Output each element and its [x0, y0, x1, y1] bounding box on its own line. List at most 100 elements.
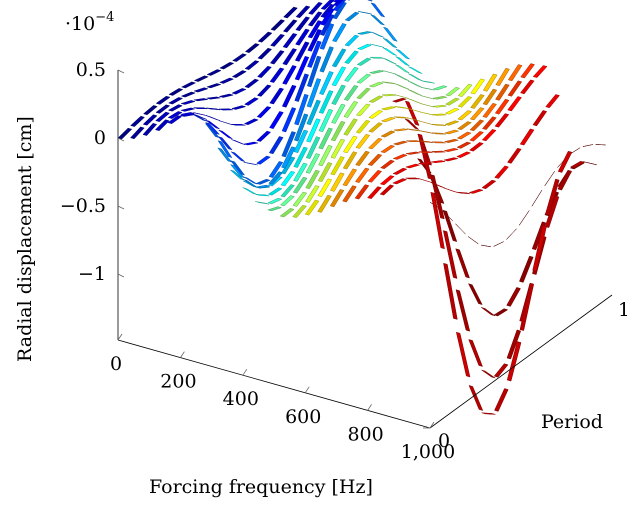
surface-patch	[271, 20, 285, 31]
surface-patch	[432, 133, 446, 134]
surface-patch	[382, 82, 396, 84]
surface-patch	[533, 110, 547, 126]
surface-patch	[281, 185, 295, 198]
surface-patch	[406, 152, 420, 155]
x-tick-label: 200	[160, 371, 196, 393]
surface-patch	[408, 74, 422, 81]
surface-patch	[182, 82, 196, 88]
surface-patch	[156, 96, 170, 104]
surface-patch	[270, 68, 284, 83]
z-tick-mark	[118, 274, 124, 277]
surface-patch	[456, 224, 466, 234]
surface-patch	[558, 151, 572, 172]
surface-patch	[596, 144, 606, 145]
surface-patch	[408, 81, 422, 87]
surface-patch	[118, 128, 132, 139]
x-tick-label: 800	[347, 423, 383, 445]
surface-patch	[458, 96, 472, 107]
surface-patch	[482, 370, 496, 378]
x-tick-mark	[180, 352, 184, 358]
surface-patch	[382, 71, 396, 75]
surface-patch	[445, 139, 459, 143]
surface-patch	[483, 103, 497, 117]
surface-patch	[383, 58, 397, 64]
surface-patch	[284, 7, 298, 18]
surface-patch	[519, 256, 533, 282]
surface-patch	[356, 120, 370, 133]
surface-patch	[343, 169, 357, 186]
surface-patch	[420, 121, 434, 125]
surface-patch	[444, 158, 458, 162]
surface-patch	[481, 245, 491, 247]
surface-patch	[495, 389, 509, 412]
surface-patch	[207, 97, 221, 99]
surface-patch	[282, 85, 296, 107]
surface-patch	[482, 129, 496, 141]
surface-patch	[244, 142, 258, 145]
surface-patch	[507, 287, 521, 306]
surface-patch	[220, 78, 234, 84]
surface-patch	[380, 185, 394, 195]
surface-patch	[258, 48, 272, 59]
surface-patch	[394, 117, 408, 118]
surface-strips	[118, 0, 606, 414]
surface-patch	[318, 195, 332, 212]
surface-patch	[421, 81, 435, 84]
surface-patch	[432, 124, 446, 125]
surface-patch	[508, 81, 522, 97]
surface-patch	[433, 96, 447, 99]
surface-patch	[521, 80, 535, 94]
surface-patch	[331, 121, 345, 141]
z-tick-mark	[118, 206, 124, 209]
surface-patch	[495, 99, 509, 114]
x-axis-title: Forcing frequency [Hz]	[149, 476, 373, 498]
surface-patch	[381, 145, 395, 153]
z-tick-label: 0.5	[76, 59, 106, 81]
surface-patch	[305, 200, 319, 215]
surface-patch	[406, 178, 420, 179]
surface-patch	[405, 101, 419, 126]
surface-patch	[220, 62, 234, 69]
surface-patch	[419, 131, 433, 134]
z-scale-label: ·10−4	[65, 10, 114, 35]
surface-patch	[207, 84, 221, 88]
surface-patch	[394, 106, 408, 108]
surface-patch	[194, 88, 208, 92]
surface-patch	[433, 105, 447, 107]
surface-patch	[508, 65, 522, 81]
surface-patch	[257, 131, 271, 141]
surface-patch	[283, 65, 297, 84]
surface-patch	[546, 95, 560, 108]
surface-patch	[470, 142, 484, 151]
surface-patch	[457, 152, 471, 158]
surface-patch	[143, 123, 157, 135]
surface-patch	[293, 205, 307, 218]
surface-patch	[131, 127, 145, 139]
surface-patch	[156, 105, 170, 114]
surface-patch	[343, 186, 357, 203]
surface-patch	[393, 154, 407, 159]
surface-patch	[494, 364, 508, 378]
surface-patch	[383, 48, 397, 56]
surface-patch	[456, 290, 470, 332]
surface-patch	[255, 202, 269, 205]
surface-patch	[370, 44, 384, 47]
surface-patch	[270, 88, 284, 104]
surface-patch	[332, 67, 346, 86]
surface-patch	[395, 84, 409, 89]
surface-patch	[355, 185, 369, 200]
surface-patch	[583, 162, 597, 165]
surface-patch	[258, 66, 272, 78]
surface-patch	[395, 65, 409, 73]
surface-patch	[483, 74, 497, 92]
surface-patch	[219, 94, 233, 98]
surface-patch	[419, 152, 433, 153]
surface-patch	[131, 116, 145, 126]
surface-patch	[457, 192, 471, 194]
surface-patch	[232, 88, 246, 94]
surface-patch	[394, 141, 408, 145]
z-tick-label: −1	[78, 263, 106, 285]
surface-patch	[393, 98, 407, 102]
surface-patch	[358, 31, 372, 34]
surface-patch	[406, 164, 420, 168]
